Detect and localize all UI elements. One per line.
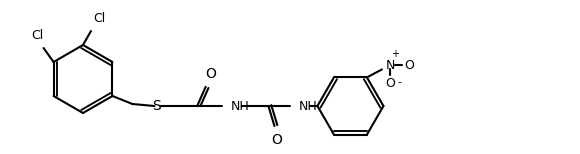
Text: O: O <box>271 133 282 147</box>
Text: +: + <box>391 49 399 59</box>
Text: Cl: Cl <box>93 12 105 25</box>
Text: NH: NH <box>230 99 249 113</box>
Text: O: O <box>404 59 414 72</box>
Text: S: S <box>152 99 161 113</box>
Text: N: N <box>385 59 394 72</box>
Text: O: O <box>205 67 216 81</box>
Text: O: O <box>385 77 395 90</box>
Text: NH: NH <box>299 99 317 113</box>
Text: -: - <box>398 77 402 87</box>
Text: Cl: Cl <box>31 29 44 42</box>
